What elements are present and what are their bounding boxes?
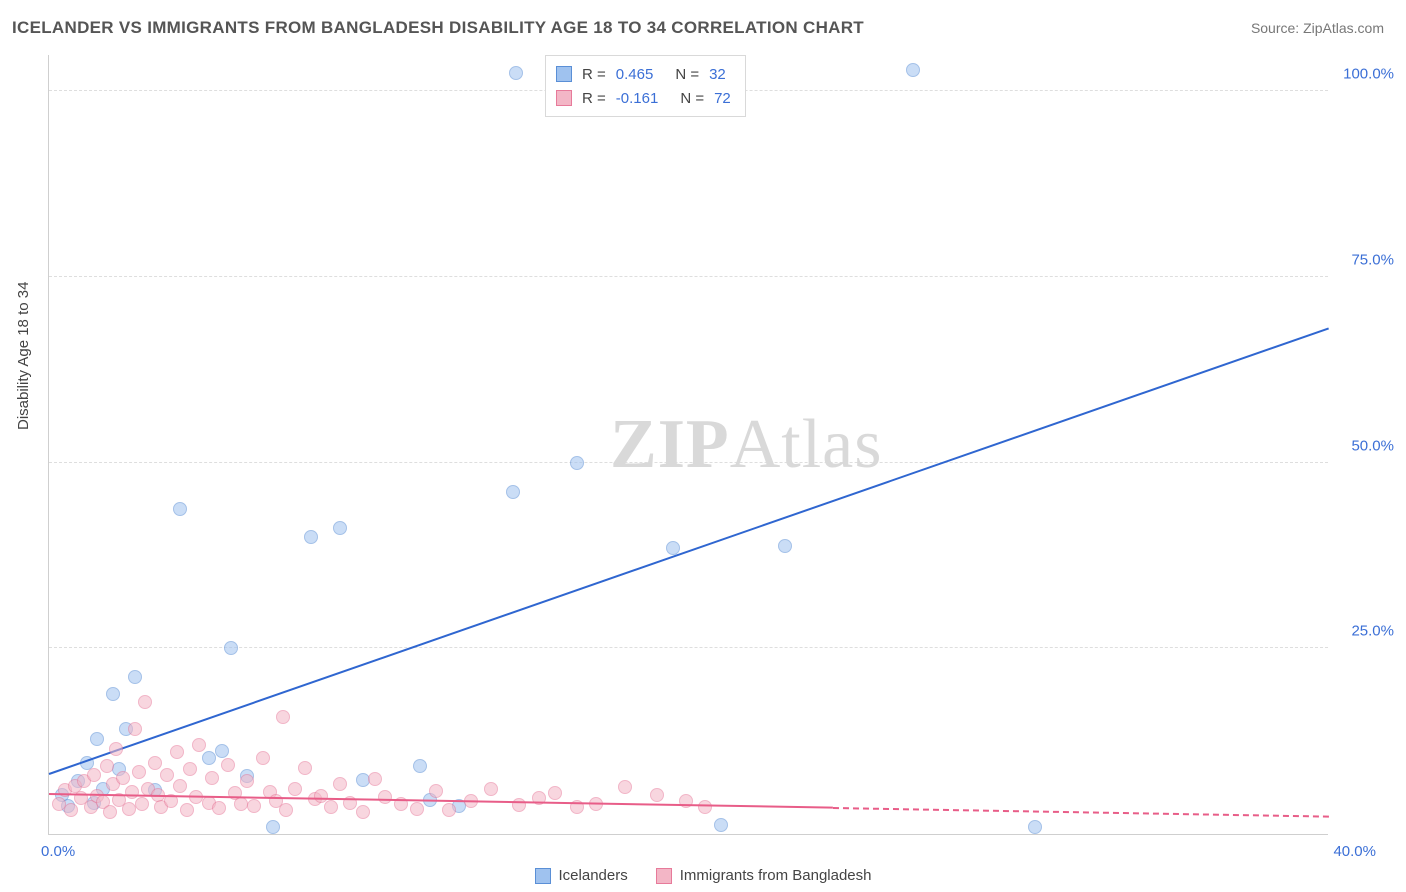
legend-item: Immigrants from Bangladesh bbox=[656, 867, 872, 884]
data-point bbox=[288, 782, 302, 796]
data-point bbox=[125, 785, 139, 799]
data-point bbox=[304, 530, 318, 544]
data-point bbox=[429, 784, 443, 798]
data-point bbox=[1028, 820, 1042, 834]
data-point bbox=[266, 820, 280, 834]
trend-line bbox=[833, 807, 1329, 818]
y-axis-tick: 100.0% bbox=[1343, 66, 1394, 83]
stat-n-label: N = bbox=[680, 90, 704, 107]
data-point bbox=[240, 774, 254, 788]
data-point bbox=[548, 786, 562, 800]
data-point bbox=[356, 805, 370, 819]
data-point bbox=[138, 695, 152, 709]
data-point bbox=[679, 794, 693, 808]
data-point bbox=[221, 758, 235, 772]
data-point bbox=[333, 777, 347, 791]
trend-line bbox=[49, 327, 1330, 775]
data-point bbox=[128, 670, 142, 684]
data-point bbox=[484, 782, 498, 796]
stat-r-value: 0.465 bbox=[616, 66, 654, 83]
data-point bbox=[224, 641, 238, 655]
stats-legend-box: R = 0.465 N = 32 R = -0.161 N = 72 bbox=[545, 55, 746, 117]
data-point bbox=[378, 790, 392, 804]
data-point bbox=[192, 738, 206, 752]
data-point bbox=[247, 799, 261, 813]
data-point bbox=[64, 803, 78, 817]
data-point bbox=[135, 797, 149, 811]
legend-item: Icelanders bbox=[535, 867, 628, 884]
grid-line bbox=[49, 647, 1328, 648]
x-axis-zero-tick: 0.0% bbox=[41, 843, 75, 860]
grid-line bbox=[49, 276, 1328, 277]
stat-r-label: R = bbox=[582, 90, 606, 107]
legend-swatch bbox=[656, 868, 672, 884]
plot-area: 0.0% 40.0% 25.0%50.0%75.0%100.0% bbox=[48, 55, 1328, 835]
data-point bbox=[215, 744, 229, 758]
data-point bbox=[509, 66, 523, 80]
data-point bbox=[183, 762, 197, 776]
data-point bbox=[160, 768, 174, 782]
stat-r-value: -0.161 bbox=[616, 90, 659, 107]
data-point bbox=[298, 761, 312, 775]
stat-r-label: R = bbox=[582, 66, 606, 83]
data-point bbox=[128, 722, 142, 736]
data-point bbox=[570, 456, 584, 470]
stat-n-value: 72 bbox=[714, 90, 731, 107]
data-point bbox=[442, 803, 456, 817]
y-axis-tick: 50.0% bbox=[1351, 437, 1394, 454]
data-point bbox=[279, 803, 293, 817]
data-point bbox=[506, 485, 520, 499]
data-point bbox=[148, 756, 162, 770]
data-point bbox=[906, 63, 920, 77]
stat-n-label: N = bbox=[675, 66, 699, 83]
stats-row: R = -0.161 N = 72 bbox=[556, 86, 731, 110]
data-point bbox=[324, 800, 338, 814]
legend-swatch bbox=[556, 90, 572, 106]
stat-n-value: 32 bbox=[709, 66, 726, 83]
y-axis-tick: 25.0% bbox=[1351, 623, 1394, 640]
data-point bbox=[205, 771, 219, 785]
legend-label: Immigrants from Bangladesh bbox=[680, 867, 872, 884]
x-axis-max-tick: 40.0% bbox=[1333, 843, 1376, 860]
data-point bbox=[132, 765, 146, 779]
data-point bbox=[778, 539, 792, 553]
chart-title: ICELANDER VS IMMIGRANTS FROM BANGLADESH … bbox=[12, 18, 864, 38]
legend-swatch bbox=[556, 66, 572, 82]
data-point bbox=[100, 759, 114, 773]
data-point bbox=[256, 751, 270, 765]
data-point bbox=[90, 732, 104, 746]
data-point bbox=[212, 801, 226, 815]
data-point bbox=[714, 818, 728, 832]
stats-row: R = 0.465 N = 32 bbox=[556, 62, 731, 86]
data-point bbox=[173, 502, 187, 516]
data-point bbox=[276, 710, 290, 724]
data-point bbox=[410, 802, 424, 816]
bottom-legend: Icelanders Immigrants from Bangladesh bbox=[0, 867, 1406, 884]
data-point bbox=[87, 768, 101, 782]
data-point bbox=[116, 771, 130, 785]
data-point bbox=[413, 759, 427, 773]
data-point bbox=[170, 745, 184, 759]
data-point bbox=[368, 772, 382, 786]
data-point bbox=[109, 742, 123, 756]
data-point bbox=[698, 800, 712, 814]
legend-swatch bbox=[535, 868, 551, 884]
y-axis-label: Disability Age 18 to 34 bbox=[15, 282, 32, 430]
grid-line bbox=[49, 462, 1328, 463]
data-point bbox=[202, 751, 216, 765]
data-point bbox=[650, 788, 664, 802]
source-label: Source: ZipAtlas.com bbox=[1251, 20, 1384, 36]
legend-label: Icelanders bbox=[559, 867, 628, 884]
data-point bbox=[103, 805, 117, 819]
data-point bbox=[333, 521, 347, 535]
data-point bbox=[173, 779, 187, 793]
y-axis-tick: 75.0% bbox=[1351, 251, 1394, 268]
data-point bbox=[180, 803, 194, 817]
data-point bbox=[106, 687, 120, 701]
data-point bbox=[618, 780, 632, 794]
